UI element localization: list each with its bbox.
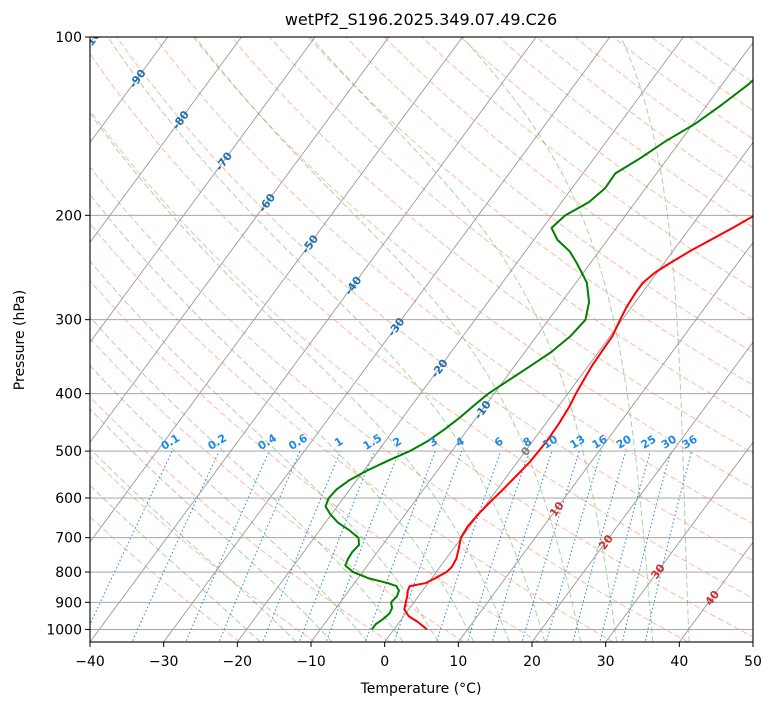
x-tick-label: −30 bbox=[149, 654, 179, 670]
dry-adiabat bbox=[90, 52, 753, 599]
dry-adiabats bbox=[90, 37, 753, 642]
moist-adiabat bbox=[107, 37, 546, 642]
x-tick-label: 0 bbox=[380, 654, 389, 670]
mixing-ratio-line bbox=[298, 450, 375, 642]
moist-adiabat bbox=[194, 37, 582, 642]
dry-adiabat bbox=[421, 37, 753, 290]
moist-adiabats bbox=[90, 37, 690, 642]
temperature-profile-line bbox=[403, 215, 753, 631]
isotherm-line bbox=[163, 37, 611, 642]
isotherm-line bbox=[384, 141, 753, 642]
y-tick-label: 600 bbox=[55, 491, 82, 507]
isotherm-grid bbox=[90, 37, 753, 642]
x-tick-label: 10 bbox=[449, 654, 467, 670]
y-tick-label: 800 bbox=[55, 565, 82, 581]
y-tick-label: 700 bbox=[55, 531, 82, 547]
moist-adiabat bbox=[90, 447, 297, 642]
x-axis-ticks: −40 −30 −20 −10 0 10 20 30 40 50 bbox=[75, 642, 762, 670]
moist-adiabat bbox=[90, 408, 333, 642]
dry-adiabat bbox=[90, 515, 241, 642]
moist-adiabat bbox=[90, 260, 439, 642]
mixing-ratio-line bbox=[521, 450, 580, 642]
isotherm-line bbox=[90, 37, 169, 144]
plot-area: 0.1 0.2 0.4 0.6 1 1.5 2 3 4 6 8 10 13 16 20 25 30 36-100-… bbox=[90, 37, 753, 642]
isotherm-line bbox=[90, 37, 537, 642]
dry-adiabat bbox=[383, 37, 753, 321]
x-tick-label: 40 bbox=[670, 654, 688, 670]
dewpoint-profile-line bbox=[324, 78, 753, 631]
y-tick-label: 300 bbox=[55, 313, 82, 329]
isotherm-line bbox=[310, 41, 753, 642]
dry-adiabat bbox=[345, 37, 753, 353]
mixing-ratio-line bbox=[325, 450, 400, 642]
dry-adiabat bbox=[90, 396, 390, 642]
y-tick-label: 500 bbox=[55, 444, 82, 460]
dry-adiabat bbox=[90, 222, 614, 642]
mixing-ratio-line bbox=[393, 450, 463, 642]
mixing-ratio-line bbox=[621, 450, 672, 642]
chart-title: wetPf2_S196.2025.349.07.49.C26 bbox=[285, 10, 557, 30]
moist-adiabat bbox=[90, 112, 510, 642]
x-tick-label: 30 bbox=[597, 654, 615, 670]
moist-adiabat bbox=[90, 193, 475, 642]
dry-adiabat bbox=[192, 37, 753, 489]
mixing-ratio-line bbox=[90, 450, 173, 626]
mixing-ratio-line bbox=[435, 450, 502, 642]
isotherm-line bbox=[457, 241, 753, 642]
y-tick-label: 1000 bbox=[46, 622, 82, 638]
y-tick-label: 200 bbox=[55, 208, 82, 224]
isotherm-line bbox=[236, 37, 684, 642]
isotherm-line bbox=[90, 37, 316, 344]
moist-adiabat bbox=[310, 37, 618, 642]
moist-adiabat bbox=[620, 37, 690, 642]
x-tick-label: −40 bbox=[75, 654, 105, 670]
moist-adiabat bbox=[90, 316, 404, 642]
dry-adiabat bbox=[90, 337, 465, 642]
dry-adiabat bbox=[116, 37, 753, 562]
y-tick-label: 400 bbox=[55, 387, 82, 403]
moist-adiabat bbox=[461, 37, 654, 642]
dry-adiabat bbox=[307, 37, 753, 386]
dry-adiabat bbox=[90, 166, 689, 642]
mixing-ratio-line bbox=[599, 450, 651, 642]
y-axis-label: Pressure (hPa) bbox=[12, 290, 28, 390]
isotherm-line bbox=[605, 441, 753, 642]
y-tick-label: 900 bbox=[55, 595, 82, 611]
x-tick-label: 20 bbox=[523, 654, 541, 670]
y-tick-label: 100 bbox=[55, 30, 82, 46]
y-axis-ticks: 100 200 300 400 500 600 700 800 900 1000 bbox=[46, 30, 90, 638]
x-axis-label: Temperature (°C) bbox=[360, 681, 482, 697]
isotherm-line bbox=[90, 37, 390, 443]
dry-adiabat bbox=[90, 455, 315, 642]
mixing-ratio-line bbox=[572, 450, 627, 642]
x-tick-label: −10 bbox=[296, 654, 326, 670]
mixing-ratio-line bbox=[545, 450, 602, 642]
x-tick-label: −20 bbox=[223, 654, 253, 670]
dry-adiabat bbox=[154, 37, 753, 525]
mixing-ratio-line bbox=[364, 450, 436, 642]
moist-adiabat bbox=[90, 365, 369, 642]
mixing-ratio-lines bbox=[90, 450, 693, 642]
mixing-ratio-line bbox=[644, 450, 693, 642]
moist-adiabat bbox=[90, 484, 261, 642]
dry-adiabat bbox=[230, 37, 753, 454]
mixing-ratio-line bbox=[491, 450, 553, 642]
isotherm-line bbox=[90, 37, 242, 244]
x-tick-label: 50 bbox=[744, 654, 762, 670]
isotherm-line bbox=[531, 341, 753, 642]
isotherm-line bbox=[90, 37, 463, 543]
plot-frame bbox=[89, 36, 754, 643]
isobar-grid bbox=[90, 37, 753, 630]
sounding-profiles bbox=[324, 78, 753, 631]
